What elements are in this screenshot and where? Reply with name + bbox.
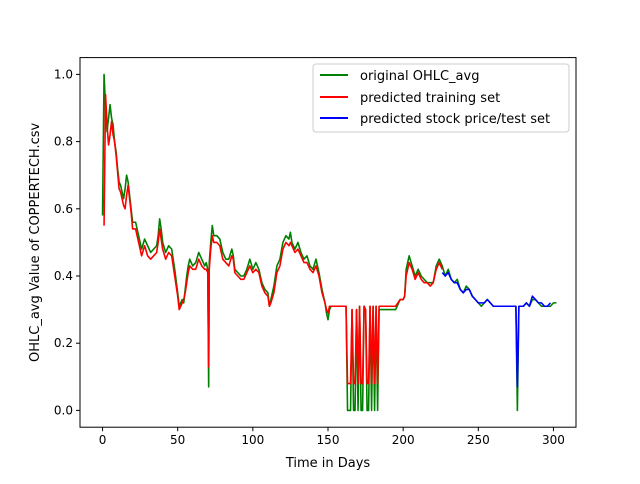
x-tick-label: 150 [317,433,340,447]
y-tick-label: 0.2 [54,336,73,350]
x-tick-label: 250 [467,433,490,447]
x-tick-label: 200 [392,433,415,447]
legend-label-training: predicted training set [360,91,500,106]
series-layer [101,73,557,412]
x-tick-label: 0 [99,433,107,447]
axis-ticks: 0 50 100 150 200 250 300 0.0 0.2 0.4 0.6 0.8 1.0 [54,67,565,447]
y-tick-label: 0.4 [54,269,73,283]
y-tick-label: 0.6 [54,202,73,216]
series-line-training [103,93,443,385]
legend-label-test: predicted stock price/test set [360,112,550,127]
x-tick-label: 50 [170,433,185,447]
legend-box [312,63,570,133]
legend-label-original: original OHLC_avg [360,69,479,84]
y-tick-label: 0.8 [54,135,73,149]
legend: original OHLC_avg predicted training set… [312,63,570,133]
x-axis-label: Time in Days [285,456,371,471]
y-tick-label: 1.0 [54,67,73,81]
x-tick-label: 100 [241,433,264,447]
y-axis-label: OHLC_avg Value of COPPERTECH.csv [28,123,43,362]
y-tick-label: 0.0 [54,403,73,417]
series-line-test [441,271,552,388]
x-tick-label: 300 [542,433,565,447]
series-line-original [101,73,557,412]
